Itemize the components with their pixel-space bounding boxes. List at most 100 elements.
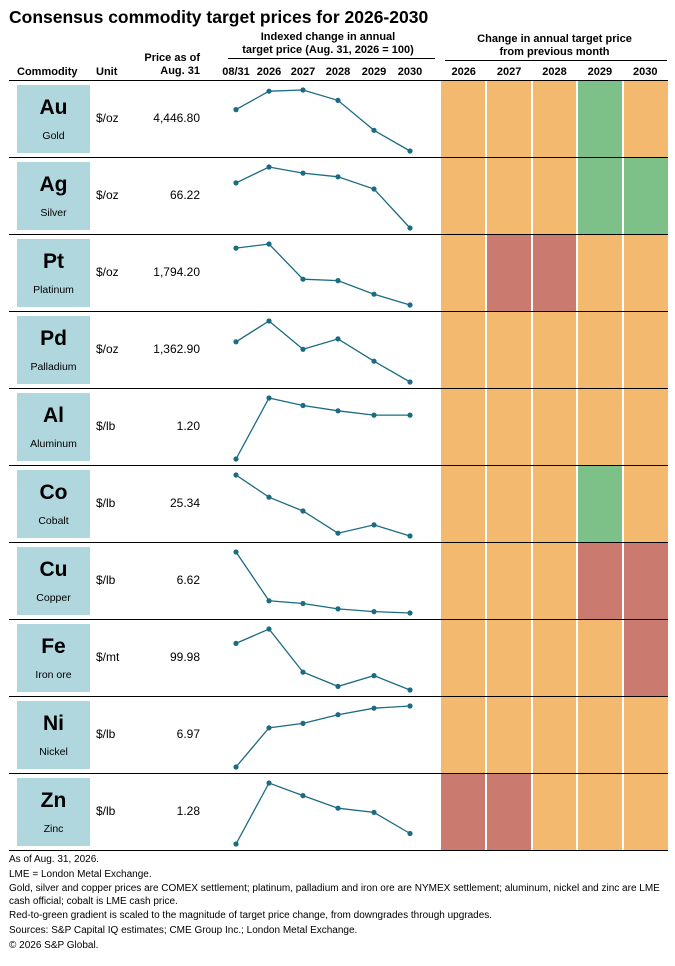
heat-cell-flat <box>622 235 668 312</box>
header-indexed-line1: Indexed change in annual <box>260 31 396 43</box>
heat-cell-flat <box>622 697 668 774</box>
commodity-symbol: Ag <box>39 173 68 196</box>
heat-cell-flat <box>622 774 668 851</box>
heat-cell-flat <box>441 466 485 543</box>
sparkline-point <box>407 412 413 418</box>
sparkline-path <box>235 782 411 845</box>
indexed-sparkline <box>233 780 413 847</box>
commodity-tile: Fe Iron ore <box>17 624 90 692</box>
sparkline-point <box>407 148 413 154</box>
note-copyright: © 2026 S&P Global. <box>9 939 99 951</box>
heat-cell-flat <box>530 466 577 543</box>
note-sources: Sources: S&P Capital IQ estimates; CME G… <box>9 924 358 936</box>
commodity-row: Al Aluminum $/lb 1.20 <box>0 389 675 466</box>
heat-cell-flat <box>622 312 668 389</box>
sparkline-point <box>300 402 306 409</box>
sparkline-point <box>266 241 272 247</box>
change-heatmap-row <box>441 620 668 697</box>
sparkline-point <box>407 687 413 693</box>
sparkline-point <box>335 606 341 612</box>
commodity-symbol: Pt <box>43 250 64 273</box>
heat-cell-flat <box>622 466 668 543</box>
row-separator <box>9 773 668 774</box>
commodity-unit: $/oz <box>96 265 119 279</box>
commodity-name: Platinum <box>33 284 74 296</box>
commodity-unit: $/lb <box>96 419 116 433</box>
sparkline-path <box>235 474 411 537</box>
sparkline-point <box>407 610 413 616</box>
heat-cell-flat <box>622 81 668 158</box>
commodity-unit: $/lb <box>96 496 116 510</box>
header-indexed-underline <box>228 58 435 59</box>
sparkline-point <box>371 809 377 815</box>
sparkline-point <box>266 88 272 94</box>
heat-cell-flat <box>530 389 577 466</box>
commodity-row: Fe Iron ore $/mt 99.98 <box>0 620 675 697</box>
commodity-tile: Au Gold <box>17 85 90 153</box>
commodity-row: Au Gold $/oz 4,446.80 <box>0 81 675 158</box>
heat-cell-flat <box>530 312 577 389</box>
commodity-symbol: Co <box>39 481 68 504</box>
note-gradient: Red-to-green gradient is scaled to the m… <box>9 910 493 922</box>
heat-cell-flat <box>576 697 623 774</box>
commodity-unit: $/lb <box>96 727 116 741</box>
sparkline-point <box>300 170 306 176</box>
change-heatmap-row <box>441 389 668 466</box>
heat-cell-flat <box>441 81 485 158</box>
heat-cell-up <box>576 81 623 158</box>
sparkline-point <box>233 472 239 478</box>
change-heatmap-row <box>441 158 668 235</box>
sparkline-point <box>266 318 272 324</box>
header-unit: Unit <box>96 66 118 78</box>
heat-cell-flat <box>484 697 531 774</box>
heat-cell-flat <box>441 158 485 235</box>
sparkline-path <box>235 166 411 229</box>
commodity-symbol: Pd <box>40 327 67 350</box>
heat-year-label: 2029 <box>587 66 613 78</box>
commodity-symbol: Al <box>43 404 64 427</box>
commodity-symbol: Au <box>39 96 68 119</box>
sparkline-path <box>235 705 411 768</box>
spark-x-label: 2030 <box>397 66 423 78</box>
change-heatmap-row <box>441 81 668 158</box>
heat-year-label: 2028 <box>542 66 567 78</box>
sparkline-path <box>235 243 411 306</box>
sparkline-point <box>233 339 239 345</box>
sparkline-point <box>335 408 341 414</box>
heat-cell-down <box>622 620 668 697</box>
sparkline-point <box>233 180 239 186</box>
commodity-symbol: Cu <box>39 558 68 581</box>
heat-cell-down <box>484 774 531 851</box>
commodity-unit: $/oz <box>96 111 119 125</box>
heat-cell-up <box>576 466 623 543</box>
commodity-row: Ni Nickel $/lb 6.97 <box>0 697 675 774</box>
sparkline-point <box>300 600 306 607</box>
change-heatmap-row <box>441 774 668 851</box>
heat-cell-flat <box>530 158 577 235</box>
heat-cell-flat <box>484 543 531 620</box>
heat-year-label: 2027 <box>496 66 522 78</box>
indexed-sparkline <box>233 626 413 693</box>
sparkline-point <box>407 302 413 308</box>
heat-cell-flat <box>530 543 577 620</box>
note-as-of: As of Aug. 31, 2026. <box>9 854 100 865</box>
commodity-name: Palladium <box>30 361 77 373</box>
sparkline-point <box>407 830 413 837</box>
commodity-row: Ag Silver $/oz 66.22 <box>0 158 675 235</box>
sparkline-point <box>371 127 377 133</box>
commodity-name: Aluminum <box>30 438 77 450</box>
sparkline-point <box>407 225 413 231</box>
commodity-row: Co Cobalt $/lb 25.34 <box>0 466 675 543</box>
commodity-tile: Ni Nickel <box>17 701 90 769</box>
sparkline-point <box>266 598 272 604</box>
sparkline-point <box>407 703 413 709</box>
heat-cell-flat <box>576 235 623 312</box>
header-change-line2: from previous month <box>499 46 610 58</box>
sparkline-point <box>300 720 306 726</box>
commodity-row: Zn Zinc $/lb 1.28 <box>0 774 675 851</box>
heat-cell-flat <box>530 620 577 697</box>
sparkline-path <box>235 89 411 152</box>
sparkline-point <box>371 522 377 528</box>
commodity-price: 25.34 <box>169 496 200 510</box>
sparkline-point <box>266 494 272 500</box>
